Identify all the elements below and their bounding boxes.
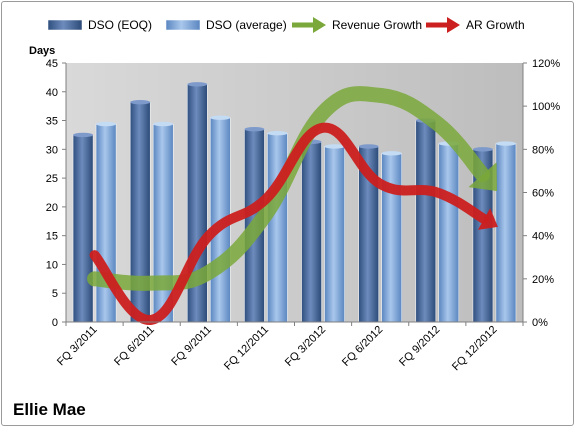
y-axis-label: Days [29, 45, 55, 57]
bar-dso-average [495, 143, 517, 323]
bar-top-dso-eoq [73, 132, 94, 138]
x-tick-label: FQ 3/2011 [55, 324, 100, 369]
y-tick-label: 20 [46, 202, 58, 214]
revenue-growth-arrowhead [468, 162, 498, 192]
y2-tick-label: 100% [532, 101, 560, 113]
x-tick-label: FQ 6/2011 [112, 324, 157, 369]
legend-label-dso-average-: DSO (average) [206, 18, 287, 32]
ar-growth-line [89, 122, 489, 325]
bar-dso-average [152, 123, 174, 323]
x-tick-label: FQ 6/2012 [340, 324, 385, 369]
legend-label-revenue-growth: Revenue Growth [332, 18, 422, 32]
y-tick-label: 10 [46, 259, 58, 271]
x-tick-label: FQ 3/2012 [283, 324, 328, 369]
bar-top-dso-average [96, 121, 117, 127]
x-tick-label: FQ 12/2012 [450, 324, 500, 374]
y-tick-label: 35 [46, 116, 58, 128]
y-tick-label: 25 [46, 173, 58, 185]
x-tick-label: FQ 9/2012 [397, 324, 442, 369]
bar-dso-average [438, 143, 460, 323]
y-tick-label: 30 [46, 144, 58, 156]
bar-top-dso-average [381, 151, 402, 156]
chart-caption: Ellie Mae [13, 400, 86, 419]
bar-top-dso-average [267, 131, 288, 136]
y-tick-label: 45 [46, 58, 58, 70]
bar-top-dso-average [153, 121, 174, 127]
bar-top-dso-average [324, 144, 345, 149]
bar-top-dso-eoq [130, 99, 151, 105]
bar-top-dso-eoq [358, 144, 379, 149]
legend-swatch-dso-average- [165, 19, 201, 31]
bar-dso-eoq [415, 120, 437, 323]
legend-label-dso-eoq-: DSO (EOQ) [88, 18, 152, 32]
legend-label-ar-growth: AR Growth [466, 18, 525, 32]
bar-dso-average [267, 132, 288, 323]
bar-top-dso-eoq [244, 126, 265, 132]
y-tick-label: 40 [46, 87, 58, 99]
y-tick-label: 5 [52, 288, 58, 300]
y-tick-label: 0 [52, 317, 58, 329]
bar-dso-average [381, 153, 402, 323]
legend-arrow-revenue-growth [313, 17, 326, 33]
bar-dso-eoq [301, 141, 322, 323]
y2-tick-label: 80% [532, 144, 554, 156]
legend-swatch-dso-eoq- [47, 19, 83, 31]
y2-tick-label: 20% [532, 274, 554, 286]
legend-arrow-ar-growth [447, 17, 460, 33]
y-tick-label: 15 [46, 231, 58, 243]
y2-tick-label: 0% [532, 317, 548, 329]
bar-dso-eoq [72, 134, 94, 323]
bar-top-dso-eoq [472, 147, 493, 152]
ar-growth-arrowhead [477, 208, 498, 230]
bar-dso-average [324, 146, 345, 323]
bar-top-dso-eoq [187, 82, 208, 87]
x-tick-label: FQ 12/2011 [222, 324, 271, 373]
y2-tick-label: 120% [532, 58, 560, 70]
y2-tick-label: 40% [532, 231, 554, 243]
y2-tick-label: 60% [532, 188, 554, 200]
bar-top-dso-average [210, 115, 231, 120]
x-tick-label: FQ 9/2011 [169, 324, 214, 369]
bar-top-dso-average [495, 141, 516, 146]
